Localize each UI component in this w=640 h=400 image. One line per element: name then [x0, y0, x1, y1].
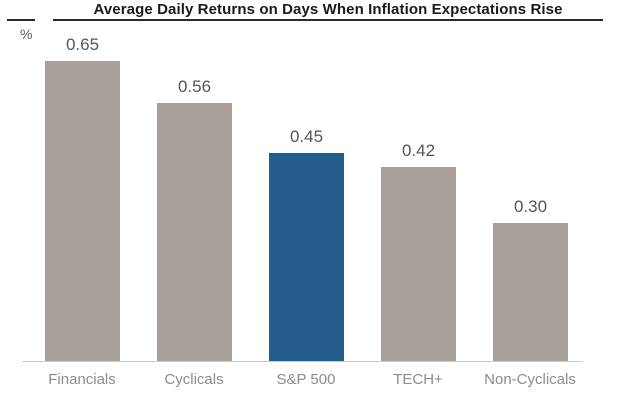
bar-column-tech: 0.42	[381, 141, 456, 361]
x-label-financials: Financials	[48, 371, 116, 388]
bar-financials	[45, 61, 120, 361]
bar-column-financials: 0.65	[45, 35, 120, 361]
bar-sp500-highlighted	[269, 153, 344, 361]
x-label-tech: TECH+	[393, 371, 443, 388]
x-label-cyclicals: Cyclicals	[164, 371, 224, 388]
bar-value-label: 0.42	[401, 141, 436, 160]
title-rule-left-segment	[7, 19, 35, 21]
bar-column-cyclicals: 0.56	[157, 77, 232, 361]
bar-cyclicals	[157, 103, 232, 361]
bar-tech	[381, 167, 456, 361]
bar-column-non-cyclicals: 0.30	[493, 197, 568, 361]
bar-value-label: 0.30	[513, 197, 548, 216]
chart-title: Average Daily Returns on Days When Infla…	[93, 1, 563, 18]
x-label-non-cyclicals: Non-Cyclicals	[484, 371, 576, 388]
y-axis-unit-label: %	[20, 26, 33, 42]
bar-value-label: 0.56	[177, 77, 212, 96]
bar-value-label: 0.45	[289, 127, 324, 146]
bar-value-label: 0.65	[65, 35, 100, 54]
x-label-sp500: S&P 500	[276, 371, 336, 388]
bar-non-cyclicals	[493, 223, 568, 361]
title-underline-rule	[53, 19, 603, 21]
bar-column-sp500: 0.45	[269, 127, 344, 361]
x-axis-baseline	[22, 361, 583, 362]
plot-area: 0.65 0.56 0.45 0.42 0.30	[45, 35, 568, 361]
